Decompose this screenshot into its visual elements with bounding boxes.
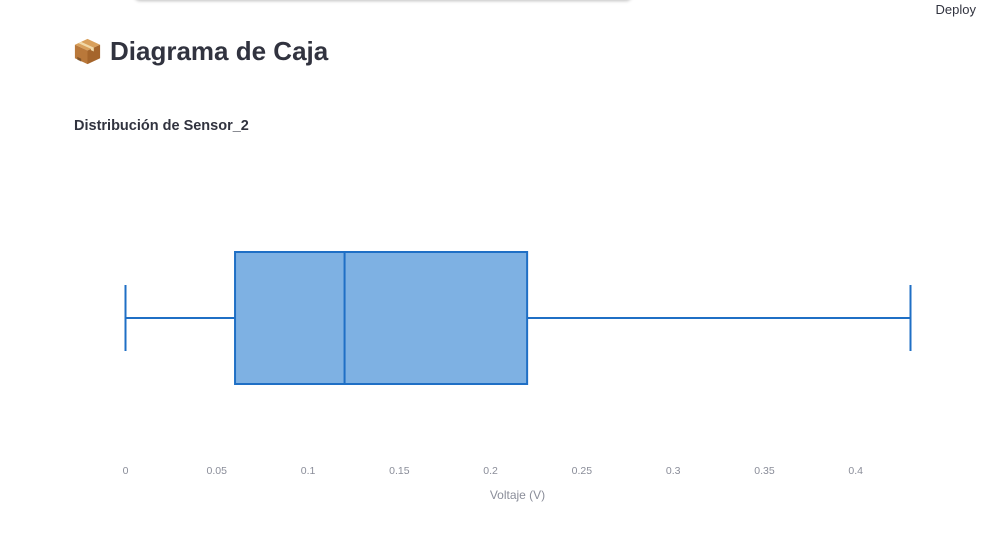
x-tick-label: 0.05 bbox=[207, 465, 228, 477]
x-tick-label: 0.25 bbox=[572, 465, 593, 477]
plot-area bbox=[124, 251, 912, 385]
x-axis-title: Voltaje (V) bbox=[490, 488, 545, 502]
package-icon bbox=[74, 38, 101, 64]
iqr-box bbox=[234, 251, 529, 385]
page-title-text: Diagrama de Caja bbox=[110, 36, 329, 66]
chart-title: Distribución de Sensor_2 bbox=[74, 118, 249, 134]
x-tick-label: 0.1 bbox=[301, 465, 316, 477]
page-title: Diagrama de Caja bbox=[72, 33, 328, 69]
x-tick-label: 0.4 bbox=[848, 465, 863, 477]
x-tick-label: 0.2 bbox=[483, 465, 498, 477]
x-tick-label: 0 bbox=[123, 465, 129, 477]
x-tick-label: 0.15 bbox=[389, 465, 410, 477]
x-tick-label: 0.3 bbox=[666, 465, 681, 477]
x-tick-label: 0.35 bbox=[754, 465, 775, 477]
deploy-button[interactable]: Deploy bbox=[935, 2, 976, 17]
x-axis-ticks: 0 0.05 0.1 0.15 0.2 0.25 0.3 0.35 0.4 bbox=[123, 465, 864, 477]
